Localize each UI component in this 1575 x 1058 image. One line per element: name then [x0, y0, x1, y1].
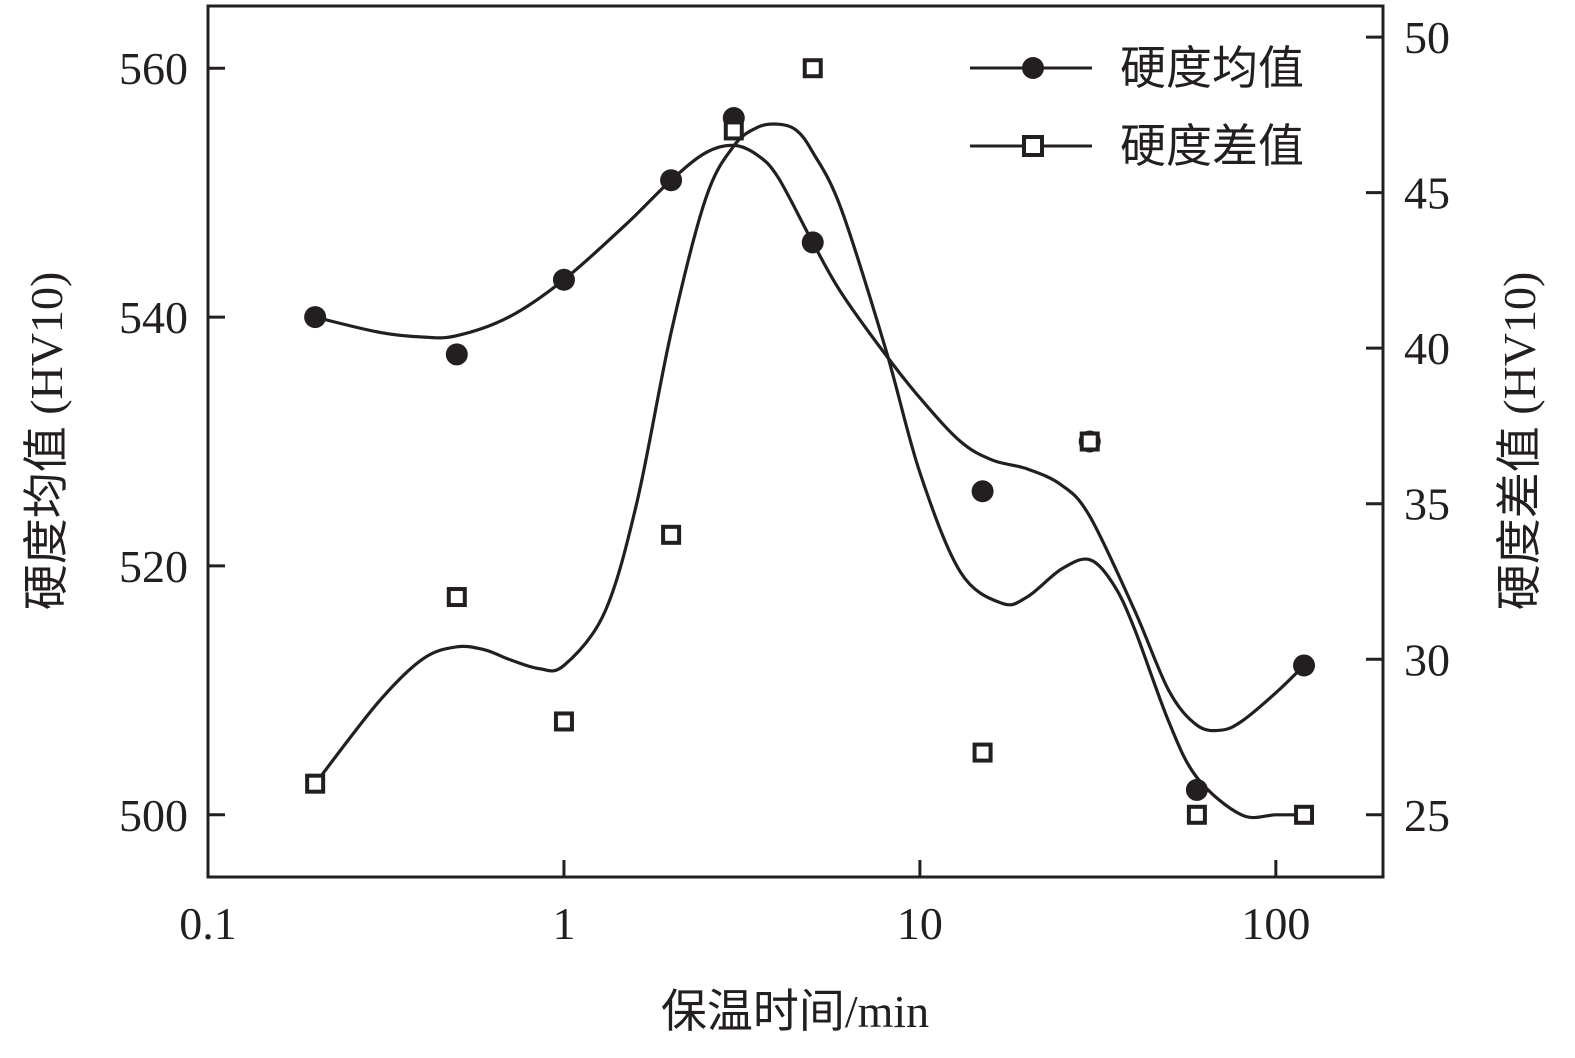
y-right-tick-label: 30: [1404, 634, 1450, 685]
legend-item-mean: 硬度均值: [970, 43, 1304, 94]
diff-point: [723, 120, 744, 141]
mean-point: [304, 306, 327, 329]
y-right-tick-label: 35: [1404, 479, 1450, 530]
fit-curve-diff: [313, 122, 1304, 820]
legend: 硬度均值 硬度差值: [970, 43, 1304, 172]
mean-point: [971, 480, 994, 503]
x-tick-label: 1: [552, 898, 575, 949]
y-axis-right-title: 硬度差值 (HV10): [1494, 272, 1545, 611]
diff-point: [553, 711, 574, 732]
y-right-tick-label: 50: [1404, 12, 1450, 63]
fit-curve-mean: [314, 143, 1306, 733]
diff-point: [305, 773, 326, 794]
y-axis-left: 500 520 540 560: [119, 43, 225, 841]
diff-point: [446, 587, 467, 608]
legend-item-diff: 硬度差值: [970, 121, 1304, 172]
diff-point: [1079, 431, 1100, 452]
diff-point: [1186, 804, 1207, 825]
fit-curves: [313, 122, 1306, 820]
mean-point: [1185, 778, 1208, 801]
x-tick-label: 0.1: [179, 898, 237, 949]
legend-label-mean: 硬度均值: [1120, 43, 1304, 94]
y-right-tick-label: 40: [1404, 323, 1450, 374]
legend-label-diff: 硬度差值: [1120, 121, 1304, 172]
x-axis-title: 保温时间/min: [661, 986, 929, 1037]
mean-point: [660, 169, 683, 192]
mean-point: [552, 268, 575, 291]
legend-marker-diff: [1022, 135, 1044, 157]
diff-point: [661, 524, 682, 545]
y-axis-left-title: 硬度均值 (HV10): [21, 272, 72, 611]
x-tick-label: 100: [1241, 898, 1310, 949]
y-right-tick-label: 25: [1404, 790, 1450, 841]
y-axis-right: 25 30 35 40 45 50: [1366, 12, 1450, 841]
data-markers: [304, 58, 1316, 825]
mean-point: [1293, 654, 1316, 677]
y-left-tick-label: 500: [119, 790, 188, 841]
legend-marker-mean: [1022, 57, 1044, 79]
x-tick-label: 10: [897, 898, 943, 949]
diff-point: [1294, 804, 1315, 825]
mean-point: [801, 231, 824, 254]
diff-point: [972, 742, 993, 763]
diff-point: [802, 58, 823, 79]
plot-frame: [206, 4, 1385, 879]
y-left-tick-label: 520: [119, 541, 188, 592]
y-right-tick-label: 45: [1404, 168, 1450, 219]
y-left-tick-label: 560: [119, 43, 188, 94]
mean-point: [445, 343, 468, 366]
y-left-tick-label: 540: [119, 292, 188, 343]
x-axis: 0.1 1 10 100: [179, 860, 1310, 949]
